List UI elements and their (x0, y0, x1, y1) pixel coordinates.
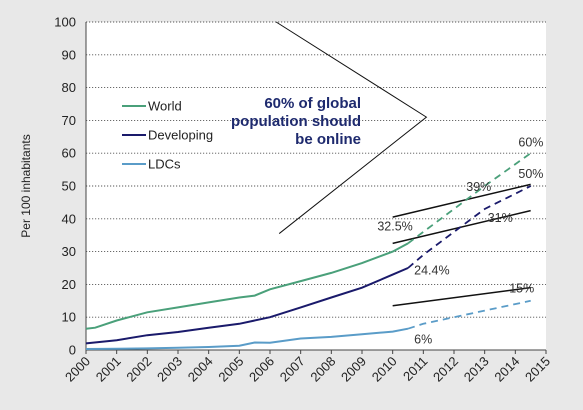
data-label: 50% (518, 167, 543, 181)
x-tick-label: 2003 (154, 354, 185, 385)
x-tick-label: 2007 (277, 354, 308, 385)
x-tick-label: 2001 (93, 354, 124, 385)
series-line-developing (85, 267, 409, 345)
callout-line-1: population should (231, 113, 361, 130)
x-tick-label: 2009 (338, 354, 369, 385)
x-tick-label: 2014 (491, 354, 522, 385)
x-tick-label: 2005 (215, 354, 246, 385)
x-tick-label: 2015 (522, 354, 553, 385)
legend: World Developing LDCs (122, 99, 213, 172)
data-label: 60% (518, 136, 543, 150)
series-line-ldcs (85, 327, 409, 350)
data-label: 24.4% (414, 264, 449, 278)
callout-chevron (275, 21, 428, 234)
series-projection-world (407, 152, 532, 245)
y-tick-label: 40 (62, 211, 76, 226)
series-line-world (85, 242, 409, 330)
series-lines (85, 152, 532, 350)
data-label: 31% (488, 211, 513, 225)
target-line-0 (392, 183, 531, 218)
x-tick-label: 2002 (123, 354, 154, 385)
callout-line-2: be online (295, 131, 361, 148)
data-label: 32.5% (377, 219, 412, 233)
annotations: 60% 50% 39% 32.5% 31% 24.4% 15% 6% (377, 136, 543, 347)
callout-pointer (275, 21, 428, 234)
x-tick-label: 2006 (246, 354, 277, 385)
x-tick-label: 2011 (400, 354, 430, 384)
legend-label-ldcs: LDCs (148, 157, 181, 172)
y-tick-label: 100 (54, 15, 76, 30)
y-axis-label: Per 100 inhabitants (19, 134, 33, 237)
target-line-2 (392, 286, 531, 307)
y-tick-label: 80 (62, 80, 76, 95)
y-tick-label: 50 (62, 179, 76, 194)
target-lines (392, 183, 531, 307)
y-tick-label: 70 (62, 113, 76, 128)
data-label: 39% (466, 180, 491, 194)
data-label: 15% (509, 282, 534, 296)
x-tick-label: 2004 (185, 354, 216, 385)
y-tick-label: 20 (62, 277, 76, 292)
y-tick-label: 0 (69, 343, 76, 358)
callout-line-0: 60% of global (264, 95, 361, 112)
y-tick-label: 10 (62, 310, 76, 325)
x-tick-label: 2010 (369, 354, 400, 385)
x-tick-label: 2013 (461, 354, 492, 385)
legend-label-developing: Developing (148, 128, 213, 143)
target-line-1 (392, 209, 531, 245)
legend-label-world: World (148, 99, 182, 114)
x-tick-label: 2012 (430, 354, 461, 385)
series-projection-developing (407, 185, 532, 269)
y-tick-label: 90 (62, 47, 76, 62)
y-tick-label: 60 (62, 146, 76, 161)
y-tick-label: 30 (62, 244, 76, 259)
x-tick-label: 2000 (62, 354, 93, 385)
x-tick-label: 2008 (307, 354, 338, 385)
data-label: 6% (414, 332, 432, 346)
